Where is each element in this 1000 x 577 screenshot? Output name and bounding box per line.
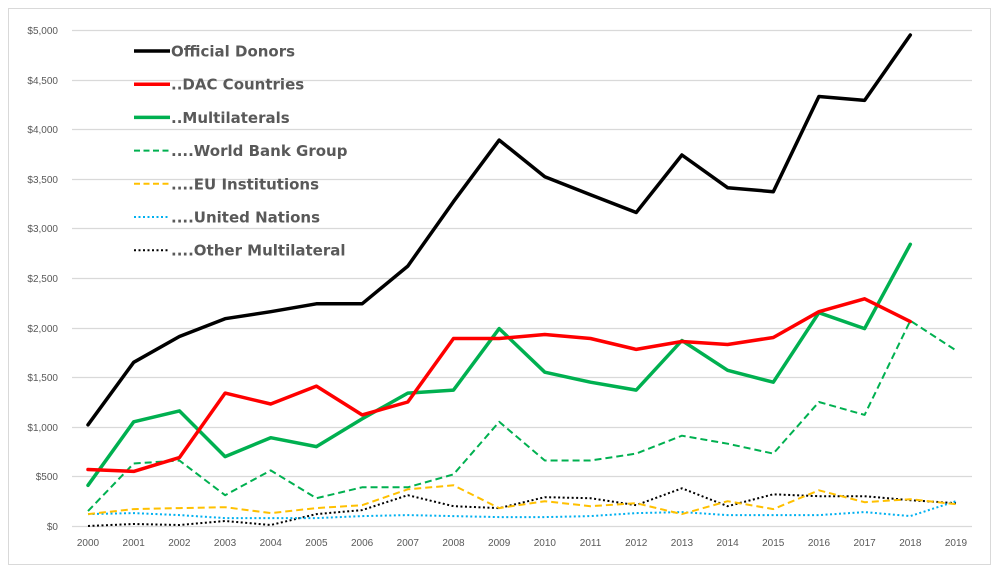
y-tick-label: $2,000 [27, 324, 58, 335]
x-tick-label: 2009 [488, 538, 511, 549]
legend-label: ..DAC Countries [171, 76, 304, 94]
x-tick-label: 2013 [671, 538, 694, 549]
series-multilaterals [86, 242, 913, 488]
chart-frame [8, 8, 991, 565]
series-world-bank-group [87, 319, 957, 512]
x-tick-label: 2005 [305, 538, 328, 549]
legend-item: ..Multilaterals [134, 109, 290, 127]
x-tick-label: 2006 [351, 538, 374, 549]
legend-item: Official Donors [134, 43, 295, 61]
x-tick-label: 2004 [260, 538, 283, 549]
y-tick-label: $3,000 [27, 224, 58, 235]
x-tick-label: 2000 [77, 538, 100, 549]
x-tick-label: 2007 [397, 538, 420, 549]
legend-label: ....World Bank Group [171, 142, 348, 160]
legend-item: ....World Bank Group [134, 142, 348, 160]
y-tick-label: $1,000 [27, 423, 58, 434]
series-line [87, 500, 957, 520]
x-tick-label: 2002 [168, 538, 191, 549]
y-tick-label: $3,500 [27, 175, 58, 186]
x-tick-label: 2017 [854, 538, 877, 549]
x-axis-tick-labels: 2000 2001 2002 2003 2004 2005 2006 2007 2008 2009… [77, 538, 968, 549]
legend-label: ..Multilaterals [171, 109, 290, 127]
y-tick-label: $2,500 [27, 274, 58, 285]
series-line [87, 319, 957, 512]
y-tick-label: $4,500 [27, 76, 58, 87]
x-tick-label: 2003 [214, 538, 237, 549]
x-tick-label: 2001 [123, 538, 146, 549]
x-tick-label: 2015 [762, 538, 785, 549]
series-united-nations [87, 500, 957, 520]
y-tick-label: $4,000 [27, 125, 58, 136]
legend-item: ....Other Multilateral [134, 242, 346, 260]
legend-item: ....EU Institutions [134, 175, 319, 193]
y-tick-label: $1,500 [27, 373, 58, 384]
x-tick-label: 2008 [442, 538, 465, 549]
legend-label: Official Donors [171, 43, 295, 61]
x-tick-label: 2019 [945, 538, 968, 549]
legend-label: ....Other Multilateral [171, 242, 346, 260]
x-tick-label: 2010 [534, 538, 557, 549]
gridlines [72, 29, 972, 528]
x-tick-label: 2014 [716, 538, 739, 549]
series-line [87, 484, 957, 516]
series-line [87, 487, 957, 527]
series-eu-institutions [87, 484, 957, 516]
y-tick-label: $0 [47, 522, 59, 533]
legend: Official Donors ..DAC Countries ..Multilat… [134, 43, 348, 260]
x-tick-label: 2011 [580, 538, 602, 549]
legend-label: ....United Nations [171, 209, 320, 227]
x-tick-label: 2018 [899, 538, 922, 549]
legend-item: ....United Nations [134, 209, 320, 227]
x-tick-label: 2016 [808, 538, 831, 549]
y-tick-label: $500 [36, 472, 59, 483]
y-axis-tick-labels: $0 $500 $1,000 $1,500 $2,000 $2,500 $3,000 $3,5… [27, 26, 58, 533]
series-dac-countries [86, 297, 913, 474]
legend-label: ....EU Institutions [171, 175, 319, 193]
series-lines [86, 33, 957, 527]
x-tick-label: 2012 [625, 538, 648, 549]
legend-item: ..DAC Countries [134, 76, 304, 94]
series-official-donors [86, 33, 913, 427]
y-tick-label: $5,000 [27, 26, 58, 37]
